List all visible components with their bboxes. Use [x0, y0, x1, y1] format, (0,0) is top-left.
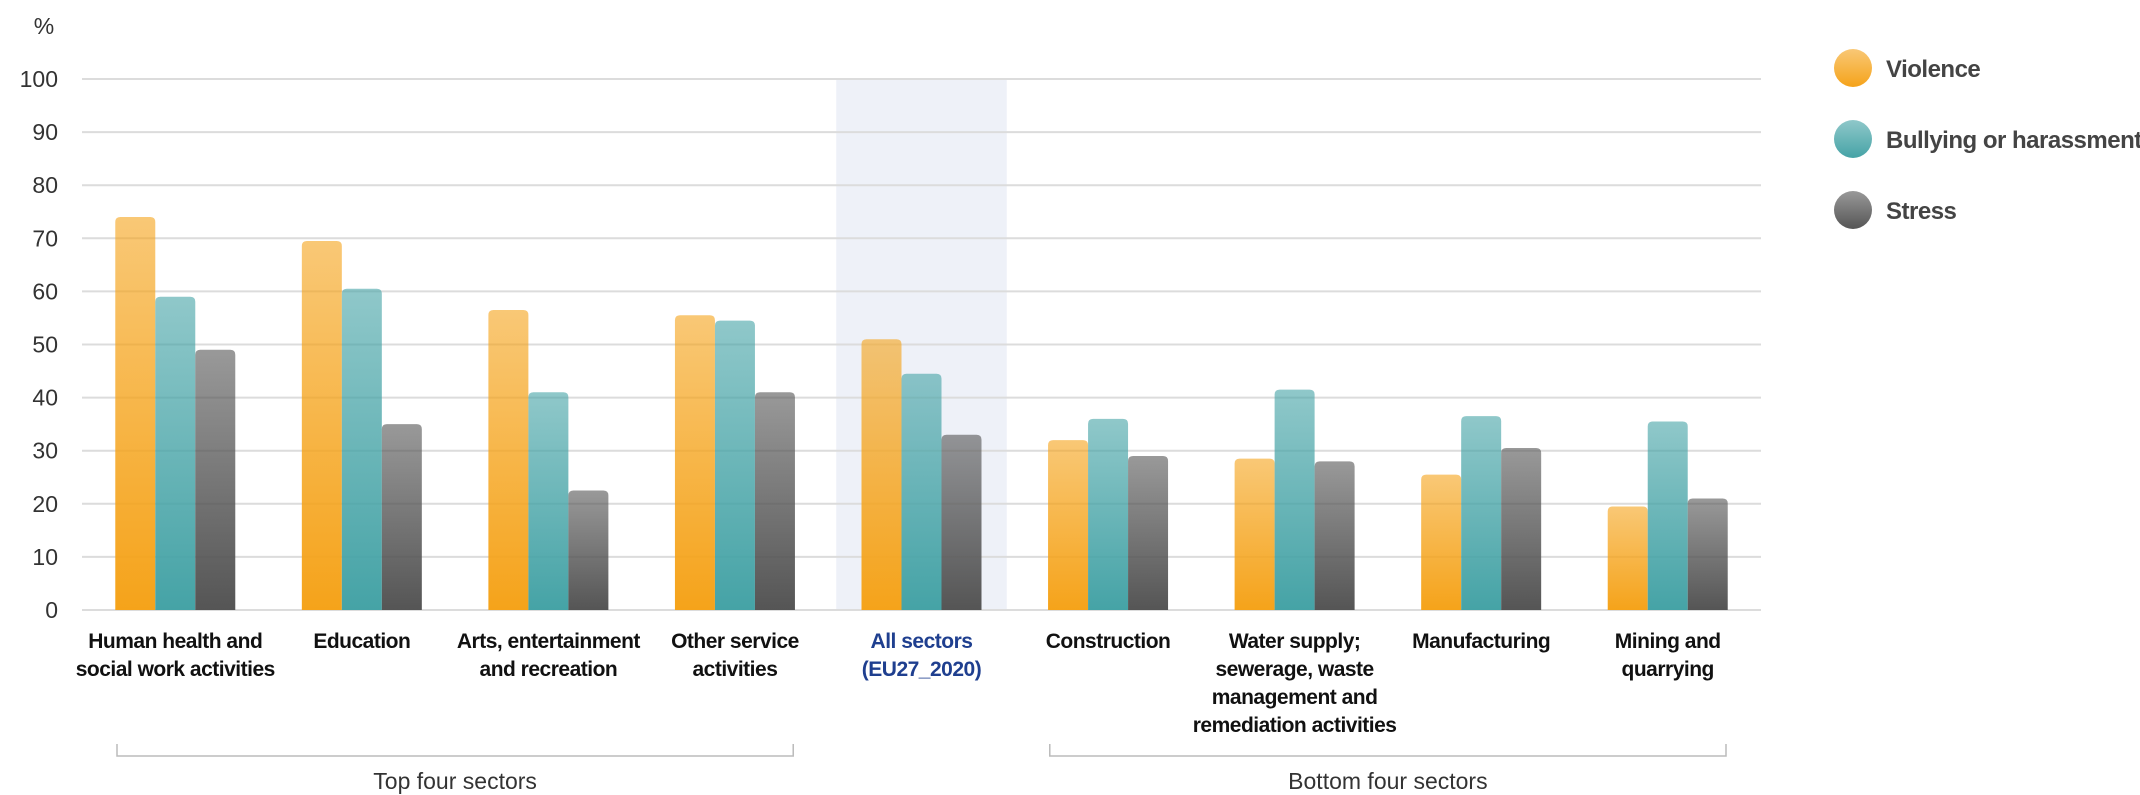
y-tick-label: 100: [20, 66, 58, 92]
group-bracket: [1049, 744, 1727, 757]
legend-marker: [1834, 49, 1872, 87]
bar: [1461, 416, 1502, 610]
y-tick-label: 60: [32, 278, 58, 304]
y-tick-label: 40: [32, 385, 58, 411]
y-tick-label: 80: [32, 172, 58, 198]
bar: [901, 373, 942, 610]
bar: [1128, 456, 1169, 610]
y-unit: %: [34, 13, 54, 39]
legend-label: Stress: [1886, 198, 1957, 225]
y-tick-label: 70: [32, 225, 58, 251]
bar: [861, 339, 902, 610]
y-tick-label: 90: [32, 119, 58, 145]
bar: [674, 315, 715, 610]
bar: [301, 240, 342, 610]
x-tick-label: Arts, entertainment and recreation: [457, 630, 641, 681]
bar: [115, 217, 156, 610]
y-tick-label: 50: [32, 332, 58, 358]
x-tick-label: Other service activities: [671, 630, 799, 681]
x-tick-label: All sectors (EU27_2020): [862, 630, 981, 681]
bar: [941, 434, 982, 610]
bar: [1421, 474, 1462, 610]
bar: [1274, 389, 1315, 610]
y-tick-label: 20: [32, 491, 58, 517]
x-tick-label: Manufacturing: [1412, 630, 1550, 653]
bar: [1687, 498, 1728, 610]
bar: [1607, 506, 1648, 610]
bar: [195, 349, 236, 610]
x-tick-label: Water supply; sewerage, waste management a…: [1193, 630, 1397, 737]
bar: [1048, 440, 1089, 610]
bar: [341, 288, 382, 610]
bar: [714, 320, 755, 610]
bar: [1234, 458, 1275, 610]
bar: [155, 296, 196, 610]
bar: [1314, 461, 1355, 610]
legend-label: Bullying or harassment: [1886, 127, 2140, 154]
x-tick-label: Mining and quarrying: [1615, 630, 1721, 681]
legend-marker: [1834, 120, 1872, 158]
group-label: Bottom four sectors: [1288, 768, 1487, 794]
legend-marker: [1834, 191, 1872, 229]
x-tick-label: Education: [313, 630, 410, 653]
group-label: Top four sectors: [373, 768, 537, 794]
bar: [754, 392, 795, 610]
y-tick-label: 10: [32, 544, 58, 570]
x-tick-label: Construction: [1046, 630, 1171, 653]
bar: [381, 424, 422, 610]
y-tick-label: 0: [45, 597, 58, 623]
bar: [568, 490, 609, 610]
x-tick-label: Human health and social work activities: [76, 630, 275, 681]
bar: [1088, 418, 1129, 610]
legend-label: Violence: [1886, 56, 1980, 83]
bar: [1647, 421, 1688, 610]
bar: [488, 309, 529, 610]
group-bracket: [116, 744, 794, 757]
y-tick-label: 30: [32, 438, 58, 464]
bar: [528, 392, 569, 610]
bar: [1501, 448, 1542, 610]
